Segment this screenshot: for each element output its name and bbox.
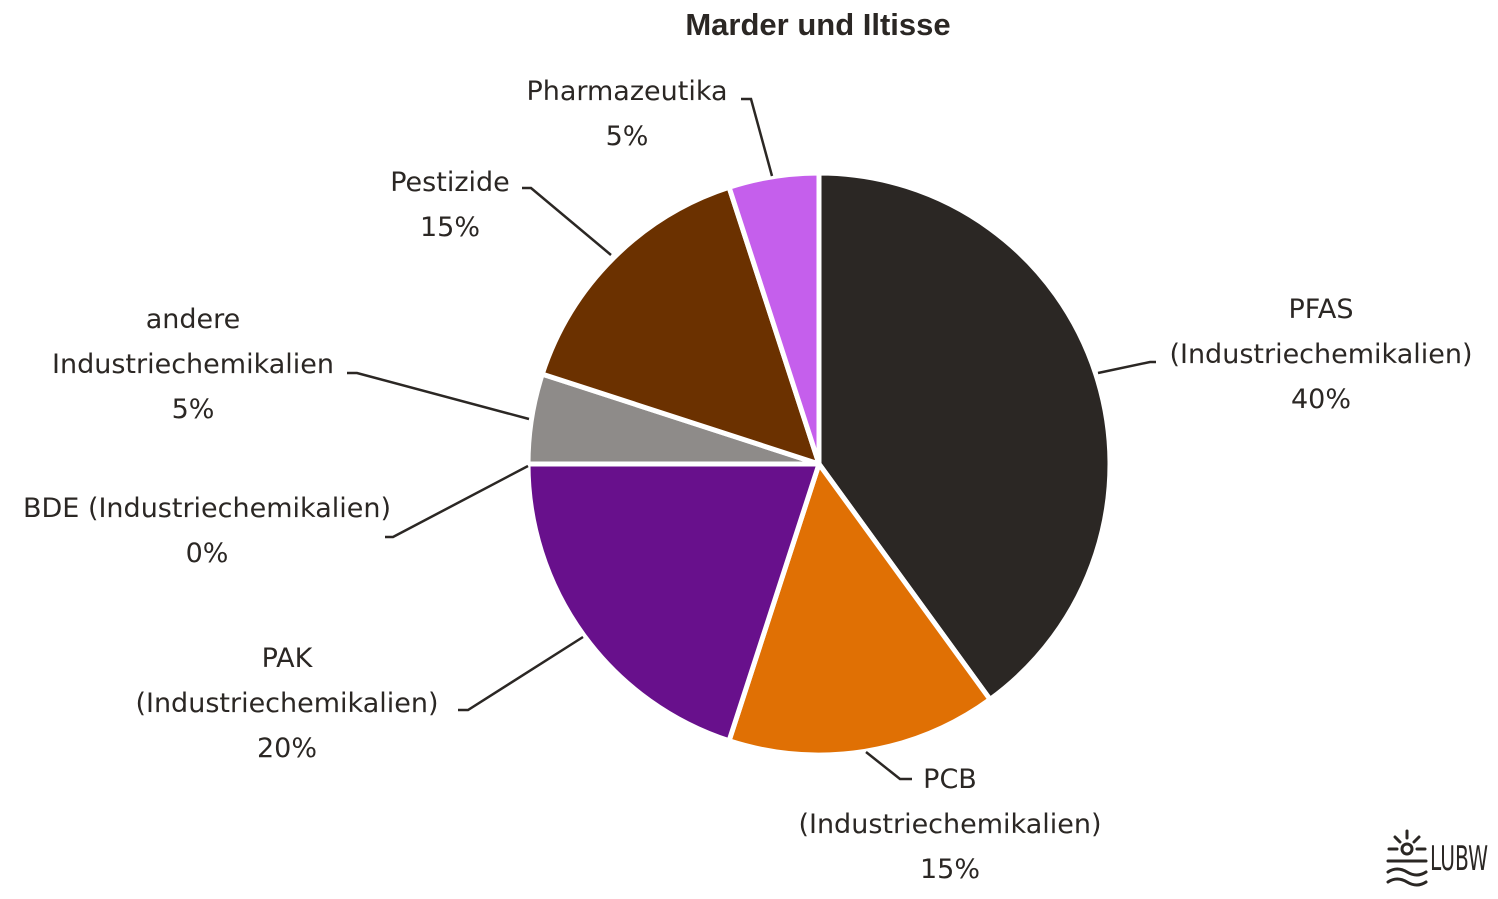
slice-value-label: 5% [606,121,649,152]
lubw-logo: LUBW [1386,829,1488,887]
slice-value-label: 40% [1291,384,1351,415]
chart-title: Marder und Iltisse [685,7,950,42]
slice-category-label: Pestizide [390,167,510,198]
slice-category-label: Pharmazeutika [526,76,727,107]
slice-labels: PFAS (Industriechemikalien) 40% PCB (Industr… [23,76,1473,885]
sun-wave-icon [1386,829,1428,887]
slice-category-label: PAK [262,643,314,674]
leader-line [1097,360,1156,375]
pie-slice [726,170,822,467]
slice-value-label: 15% [420,212,480,243]
leader-lines [347,97,1156,781]
pie-slice [816,170,1113,702]
slice-value-label: 20% [257,733,317,764]
leader-line [347,371,530,421]
slice-category-label: (Industriechemikalien) [798,809,1101,840]
slice-category-label: andere [146,304,241,335]
pie-slice [525,461,822,744]
leader-line [741,97,774,177]
logo-text: LUBW [1430,839,1488,879]
slice-category-label: Industriechemikalien [52,349,334,380]
slice-value-label: 5% [172,394,215,425]
slice-category-label: PCB [923,764,977,795]
slice-value-label: 0% [186,538,229,569]
leader-line [865,751,912,781]
slice-category-label: BDE (Industriechemikalien) [23,493,391,524]
leader-line [385,464,529,539]
slice-value-label: 15% [920,854,980,885]
slice-category-label: (Industriechemikalien) [135,688,438,719]
leader-line [522,186,612,256]
leader-line [458,635,584,712]
slice-category-label: PFAS [1289,294,1354,325]
slice-category-label: (Industriechemikalien) [1169,339,1472,370]
pie-slices [525,170,1113,758]
pie-slice [726,461,993,758]
